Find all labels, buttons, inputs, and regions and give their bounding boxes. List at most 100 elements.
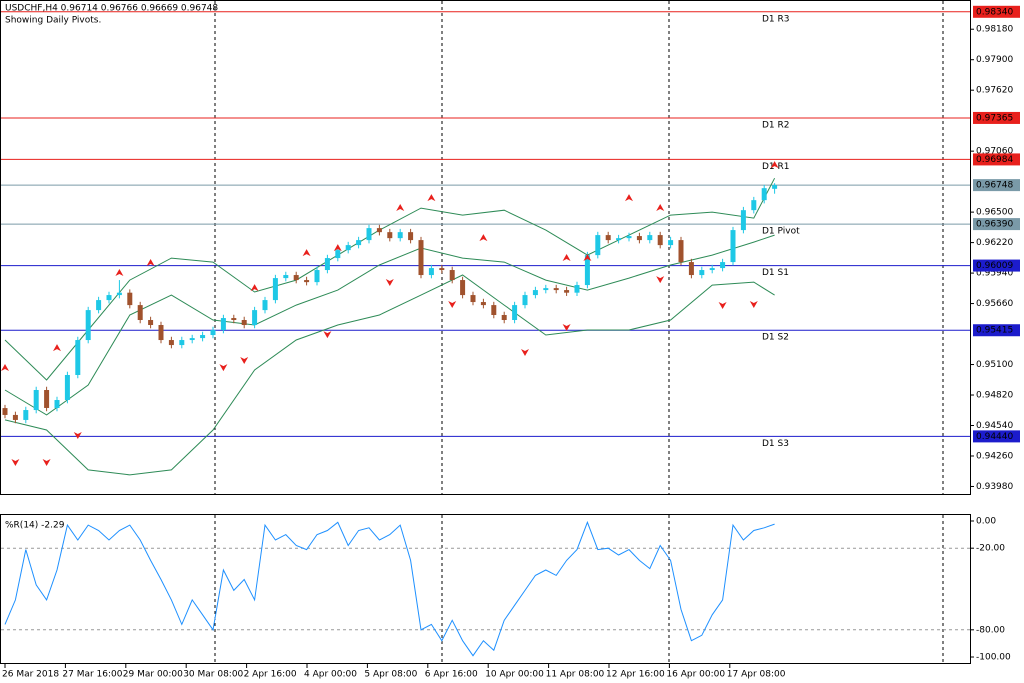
candle-body	[210, 330, 216, 336]
candle-body	[356, 240, 362, 246]
pivot-name: D1 S1	[762, 268, 789, 278]
y-tick-label: 0.94540	[976, 421, 1013, 431]
candle-body	[54, 400, 60, 408]
x-tick-label: 26 Mar 2018	[2, 670, 59, 680]
candle-body	[33, 390, 39, 411]
y-tick-label: 0.97060	[976, 147, 1013, 157]
candle-body	[491, 305, 497, 315]
fractal-up	[250, 284, 259, 292]
candle-body	[720, 262, 726, 269]
fractal-up	[770, 161, 779, 169]
candle-body	[470, 295, 476, 303]
fractal-up	[479, 234, 488, 242]
y-tick-label: -80.00	[976, 625, 1005, 635]
candle-body	[772, 185, 778, 189]
candle-body	[428, 268, 434, 276]
band-upper	[4, 177, 776, 381]
candle-body	[116, 292, 122, 296]
x-tick-label: 17 Apr 08:00	[727, 670, 786, 680]
candle-body	[595, 235, 601, 256]
x-tick-label: 2 Apr 16:00	[244, 670, 297, 680]
candle-body	[574, 285, 580, 293]
candle-body	[501, 314, 507, 321]
price-box	[973, 179, 1020, 192]
candle-body	[293, 275, 299, 281]
candle-body	[605, 235, 611, 241]
price-box	[973, 153, 1020, 166]
candle-body	[200, 335, 206, 339]
y-tick-label: 0.95660	[976, 299, 1013, 309]
y-tick-label: 0.97620	[976, 86, 1013, 96]
fractal-up	[656, 204, 665, 212]
price-box	[973, 259, 1020, 272]
y-tick-label: 0.95940	[976, 269, 1013, 279]
candle-body	[449, 270, 455, 281]
fractal-down	[656, 276, 665, 284]
candle-body	[314, 270, 320, 283]
price-box-label: 0.96748	[976, 181, 1013, 191]
fractal-up	[333, 244, 342, 252]
y-tick-label: 0.96500	[976, 208, 1013, 218]
band-middle	[4, 234, 775, 416]
y-tick-label: 0.96220	[976, 238, 1013, 248]
candle-body	[335, 250, 341, 259]
chart-subtitle: Showing Daily Pivots.	[5, 16, 101, 26]
x-tick-label: 5 Apr 08:00	[364, 670, 417, 680]
candle-body	[220, 318, 226, 331]
candle-body	[85, 310, 91, 341]
candle-body	[439, 268, 445, 271]
candle-body	[647, 235, 653, 241]
candle-body	[241, 320, 247, 326]
candle-body	[553, 288, 559, 291]
y-tick-label: 0.98180	[976, 25, 1013, 35]
fractal-down	[749, 301, 758, 309]
fractal-down	[11, 459, 20, 467]
candle-body	[668, 240, 674, 246]
candle-body	[304, 280, 310, 283]
candle-body	[709, 268, 715, 271]
candle-body	[740, 210, 746, 231]
candle-body	[636, 236, 642, 241]
candle-body	[408, 232, 414, 241]
candle-body	[231, 318, 237, 321]
y-tick-label: 0.95100	[976, 360, 1013, 370]
fractal-up	[625, 194, 633, 202]
fractal-down	[219, 364, 228, 372]
candle-body	[543, 288, 549, 291]
candle-body	[460, 280, 466, 296]
price-box	[973, 5, 1020, 18]
fractal-down	[562, 324, 571, 332]
fractal-down	[718, 302, 727, 310]
day-separators	[214, 1, 944, 663]
price-box-label: 0.94440	[976, 432, 1013, 442]
x-tick-label: 10 Apr 00:00	[485, 670, 544, 680]
main-panel	[0, 0, 971, 495]
y-tick-label: 0.97900	[976, 55, 1013, 65]
candle-body	[688, 262, 694, 276]
candle-body	[730, 230, 736, 263]
fractal-up	[562, 254, 571, 262]
candle-body	[751, 200, 757, 211]
price-box-label: 0.98340	[976, 7, 1013, 17]
candle-body	[512, 305, 518, 321]
price-box-label: 0.95415	[976, 326, 1013, 336]
price-box-label: 0.96984	[976, 155, 1013, 165]
price-box	[973, 430, 1020, 443]
candle-body	[158, 325, 164, 341]
x-tick-label: 4 Apr 00:00	[304, 670, 357, 680]
price-box	[973, 324, 1020, 337]
candle-body	[626, 236, 632, 239]
fractal-up	[396, 204, 405, 212]
price-box-label: 0.96390	[976, 220, 1013, 230]
candle-body	[179, 340, 185, 346]
y-tick-label: -20.00	[976, 544, 1005, 554]
fractal-up	[427, 194, 436, 202]
candle-body	[480, 302, 486, 306]
fractal-up	[53, 344, 61, 352]
fractal-down	[521, 349, 529, 357]
candle-body	[106, 295, 112, 301]
candle-body	[137, 305, 143, 321]
candle-body	[2, 408, 8, 415]
